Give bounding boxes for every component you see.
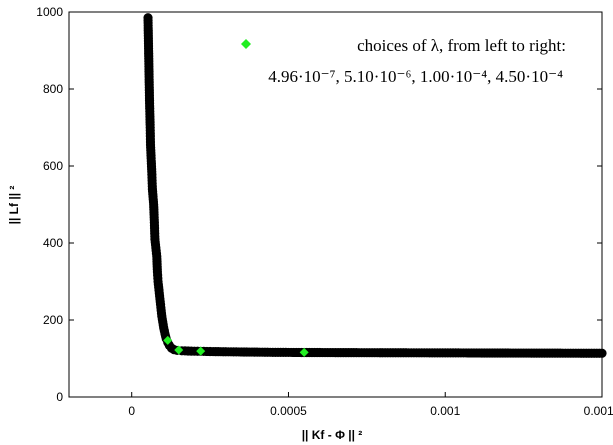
- x-tick-label: 0.0015: [584, 404, 613, 418]
- x-tick-label: 0: [128, 404, 135, 418]
- plot-frame: [68, 11, 603, 398]
- x-tick-label: 0.0005: [270, 404, 307, 418]
- lambda-choice-point: [299, 347, 309, 357]
- legend-line-2: 4.96·10⁻⁷, 5.10·10⁻⁶, 1.00·10⁻⁴, 4.50·10…: [268, 67, 563, 86]
- lambda-choice-point: [174, 345, 184, 355]
- l-curve-series: [143, 13, 607, 358]
- y-tick-label: 800: [43, 82, 63, 96]
- x-tick-label: 0.001: [430, 404, 460, 418]
- y-tick-label: 1000: [36, 5, 63, 19]
- lambda-choice-point: [196, 346, 206, 356]
- axis-ticks: 0 0.0005 0.001 0.0015 0 200 400 600 800 1000: [36, 5, 613, 418]
- y-tick-label: 600: [43, 159, 63, 173]
- y-tick-label: 400: [43, 236, 63, 250]
- legend-line-1: choices of λ, from left to right:: [357, 36, 566, 55]
- l-curve-point: [594, 348, 604, 358]
- legend: choices of λ, from left to right: 4.96·1…: [241, 36, 566, 86]
- y-axis-label: || Lf || ²: [7, 186, 21, 225]
- y-tick-label: 0: [56, 390, 63, 404]
- legend-diamond-marker: [241, 39, 251, 49]
- y-tick-label: 200: [43, 313, 63, 327]
- lambda-choice-point: [163, 335, 173, 345]
- x-axis-label: || Kf - Φ || ²: [302, 428, 363, 442]
- lambda-choices-series: [163, 335, 309, 357]
